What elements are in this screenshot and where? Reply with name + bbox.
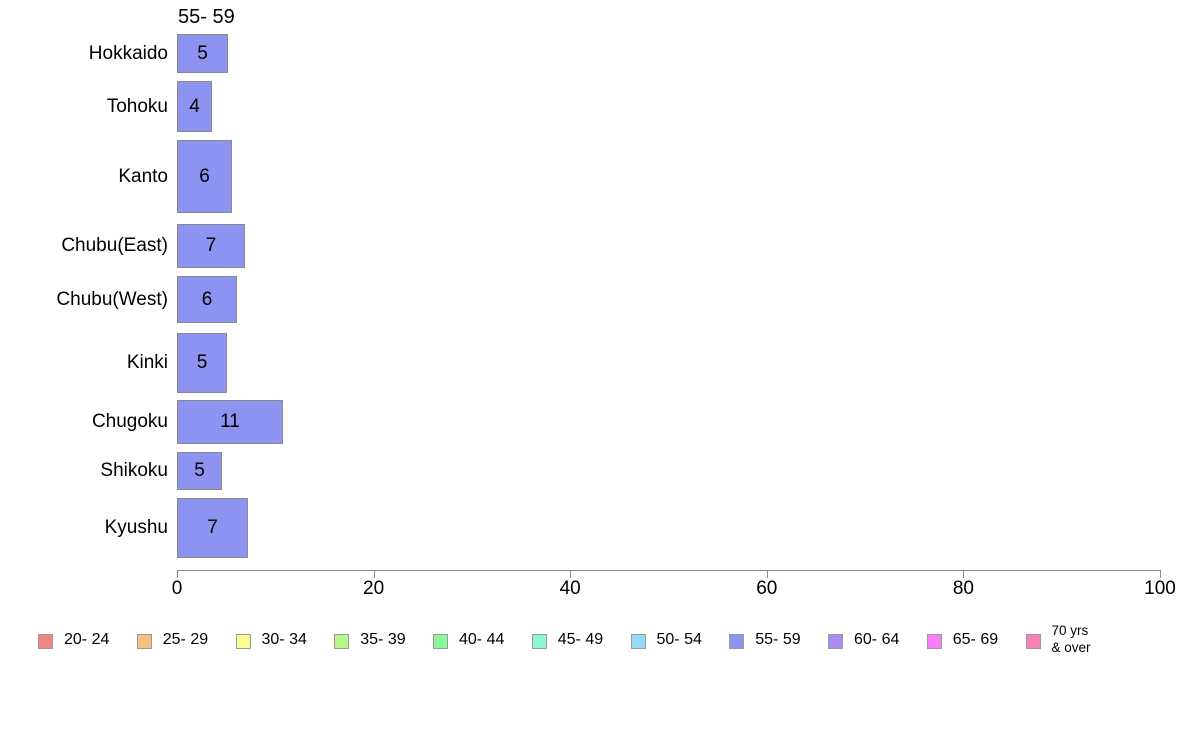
x-axis-tick: [766, 570, 768, 578]
legend-label: 35- 39: [360, 631, 406, 648]
x-axis-tick: [177, 570, 178, 578]
legend-swatch: [828, 634, 843, 649]
legend-swatch: [136, 634, 152, 649]
category-label: Chugoku: [91, 411, 168, 432]
bar-value-label: 5: [194, 460, 205, 481]
category-label: Shikoku: [100, 460, 168, 481]
legend-label: 60- 64: [854, 631, 900, 648]
category-label: Chubu(East): [61, 235, 168, 256]
legend-label: 70 yrs & over: [1052, 622, 1091, 656]
x-axis-tick: [963, 570, 965, 578]
x-axis-tick: [373, 570, 375, 578]
legend-label-line: 70 yrs: [1051, 623, 1089, 638]
bar-value-label: 7: [205, 235, 217, 256]
x-axis-tick-label: 20: [363, 578, 385, 599]
legend-swatch: [926, 634, 942, 649]
bar-value-label: 4: [189, 95, 200, 117]
x-axis-tick-label: 100: [1144, 578, 1176, 599]
legend-label-line: & over: [1051, 640, 1091, 655]
bar-value-label: 7: [207, 517, 218, 538]
legend-label: 45- 49: [557, 631, 604, 648]
x-axis-tick: [570, 570, 572, 578]
bar: 5: [177, 333, 227, 393]
legend-swatch: [729, 634, 745, 649]
x-axis-line: [177, 570, 1161, 571]
bar: 5: [177, 34, 228, 73]
bar: 11: [177, 400, 283, 444]
bar: 6: [177, 276, 237, 323]
legend-label: 25- 29: [162, 631, 209, 648]
category-label: Kinki: [126, 352, 168, 373]
category-label: Kyushu: [104, 517, 168, 538]
legend-label: 20- 24: [64, 631, 110, 648]
bar-value-label: 11: [220, 411, 240, 432]
category-label: Hokkaido: [88, 42, 168, 64]
legend-swatch: [334, 634, 350, 649]
chart-title: 55- 59: [178, 6, 235, 28]
x-axis-tick-label: 60: [756, 578, 778, 599]
bar: 7: [177, 224, 245, 268]
legend-label: 40- 44: [459, 631, 505, 648]
legend-label: 65- 69: [952, 631, 999, 648]
legend-swatch: [235, 634, 251, 649]
legend-swatch: [630, 634, 646, 649]
legend-swatch: [38, 634, 53, 649]
bar-value-label: 5: [197, 42, 208, 64]
legend-label: 30- 34: [261, 631, 307, 648]
bar: 4: [177, 81, 212, 132]
category-label: Chubu(West): [56, 288, 168, 310]
bar: 7: [177, 498, 248, 558]
bar-value-label: 6: [201, 288, 213, 310]
legend-swatch: [1025, 634, 1041, 649]
legend-label: 50- 54: [656, 631, 702, 648]
category-label: Kanto: [118, 165, 168, 187]
bar-value-label: 6: [199, 165, 210, 187]
x-axis-tick-label: 80: [952, 578, 974, 599]
bar: 5: [177, 452, 222, 490]
x-axis-tick-label: 40: [559, 578, 581, 599]
legend-swatch: [433, 634, 448, 649]
x-axis-tick-label: 0: [171, 578, 183, 599]
legend-label: 55- 59: [755, 631, 801, 648]
x-axis-tick: [1160, 570, 1161, 578]
legend-swatch: [531, 634, 547, 649]
bar-value-label: 5: [196, 352, 208, 373]
bar: 6: [177, 140, 232, 213]
category-label: Tohoku: [106, 95, 168, 117]
